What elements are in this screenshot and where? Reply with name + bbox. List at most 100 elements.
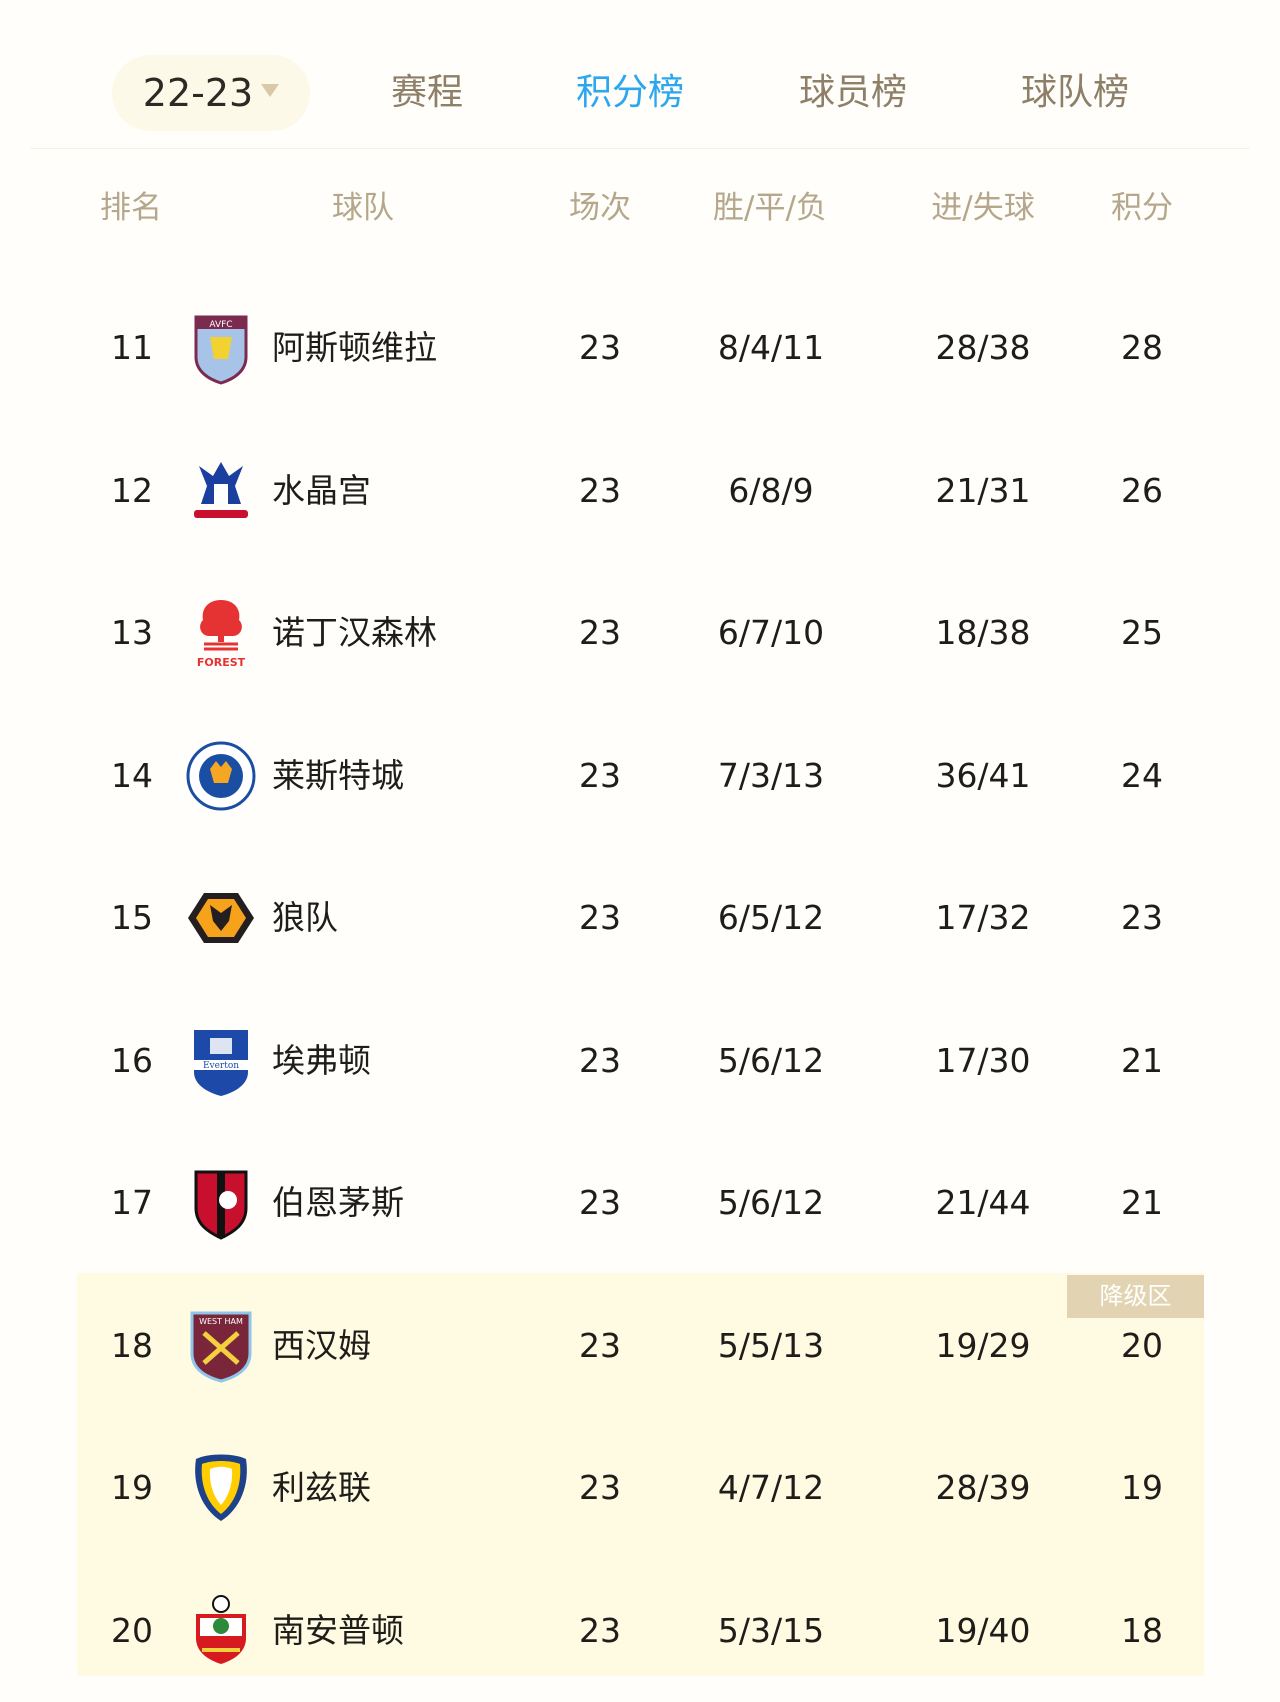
wdl: 5/6/12: [717, 1040, 825, 1080]
points: 24: [1121, 755, 1163, 795]
played: 23: [579, 1183, 621, 1222]
header-played: 场次: [569, 190, 631, 226]
played: 23: [579, 755, 621, 795]
played: 23: [579, 470, 621, 510]
team-name[interactable]: 阿斯顿维拉: [272, 328, 437, 367]
table-row[interactable]: 11 AVFC 阿斯顿维拉 23 8/4/11 28/38 28: [0, 277, 1280, 419]
goals: 21/44: [935, 1183, 1031, 1222]
played: 23: [579, 1468, 621, 1507]
played: 23: [579, 1040, 621, 1080]
played: 23: [579, 328, 621, 367]
wdl: 5/6/12: [717, 1183, 825, 1222]
relegation-badge: 降级区: [1067, 1275, 1204, 1318]
wdl: 4/7/12: [717, 1468, 825, 1507]
table-row[interactable]: 19 利兹联 23 4/7/12 28/39 19: [0, 1417, 1280, 1559]
played: 23: [579, 1325, 621, 1365]
rank: 12: [111, 470, 153, 510]
team-name[interactable]: 狼队: [272, 898, 338, 937]
wdl: 8/4/11: [717, 328, 825, 367]
played: 23: [579, 898, 621, 937]
points: 26: [1121, 470, 1163, 510]
divider: [30, 148, 1250, 149]
leicester-city-crest-icon: [186, 739, 256, 813]
rank: 15: [111, 898, 153, 937]
wdl: 5/3/15: [717, 1610, 825, 1650]
wolves-crest-icon: [186, 881, 256, 955]
wdl: 6/7/10: [717, 613, 825, 652]
caret-down-icon: [261, 83, 280, 97]
southampton-crest-icon: [186, 1594, 256, 1668]
rank: 16: [111, 1040, 153, 1080]
table-row[interactable]: 15 狼队 23 6/5/12 17/32 23: [0, 847, 1280, 989]
bournemouth-crest-icon: [186, 1166, 256, 1240]
played: 23: [579, 1610, 621, 1650]
rank: 11: [111, 328, 153, 367]
points: 19: [1121, 1468, 1163, 1507]
goals: 19/29: [935, 1325, 1031, 1365]
table-row[interactable]: 12 水晶宫 23 6/8/9 21/31 26: [0, 420, 1280, 562]
team-name[interactable]: 诺丁汉森林: [272, 613, 437, 652]
goals: 21/31: [935, 470, 1031, 510]
season-label: 22-23: [142, 71, 254, 115]
team-name[interactable]: 利兹联: [272, 1468, 371, 1507]
points: 21: [1121, 1183, 1163, 1222]
points: 23: [1121, 898, 1163, 937]
table-row[interactable]: 16 Everton 埃弗顿 23 5/6/12 17/30 21: [0, 990, 1280, 1132]
rank: 13: [111, 613, 153, 652]
leeds-united-crest-icon: [186, 1451, 256, 1525]
rank: 19: [111, 1468, 153, 1507]
goals: 28/39: [935, 1468, 1031, 1507]
team-name[interactable]: 埃弗顿: [272, 1040, 371, 1080]
tab-schedule[interactable]: 赛程: [390, 72, 464, 113]
table-row[interactable]: 20 南安普顿 23 5/3/15 19/40 18: [0, 1560, 1280, 1702]
team-name[interactable]: 莱斯特城: [272, 755, 404, 795]
goals: 17/32: [935, 898, 1031, 937]
points: 28: [1121, 328, 1163, 367]
goals: 18/38: [935, 613, 1031, 652]
relegation-zone: [77, 1273, 1204, 1676]
table-row[interactable]: 14 莱斯特城 23 7/3/13 36/41 24: [0, 705, 1280, 847]
team-name[interactable]: 水晶宫: [272, 470, 371, 510]
rank: 17: [111, 1183, 153, 1222]
header-team: 球队: [332, 190, 394, 226]
team-name[interactable]: 南安普顿: [272, 1610, 404, 1650]
goals: 36/41: [935, 755, 1031, 795]
header-points: 积分: [1111, 190, 1173, 226]
everton-crest-icon: Everton: [186, 1024, 256, 1098]
played: 23: [579, 613, 621, 652]
season-selector[interactable]: 22-23: [112, 55, 310, 131]
tab-players[interactable]: 球员榜: [798, 72, 908, 113]
goals: 19/40: [935, 1610, 1031, 1650]
goals: 28/38: [935, 328, 1031, 367]
table-row[interactable]: 17 伯恩茅斯 23 5/6/12 21/44 21: [0, 1132, 1280, 1274]
points: 18: [1121, 1610, 1163, 1650]
svg-text:FOREST: FOREST: [197, 656, 246, 669]
team-name[interactable]: 伯恩茅斯: [272, 1183, 404, 1222]
wdl: 6/5/12: [717, 898, 825, 937]
tab-teams[interactable]: 球队榜: [1020, 72, 1130, 113]
header-wdl: 胜/平/负: [713, 190, 827, 226]
nottingham-forest-crest-icon: FOREST: [186, 596, 256, 670]
rank: 14: [111, 755, 153, 795]
header-rank: 排名: [100, 190, 162, 226]
rank: 20: [111, 1610, 153, 1650]
aston-villa-crest-icon: AVFC: [186, 311, 256, 385]
points: 21: [1121, 1040, 1163, 1080]
goals: 17/30: [935, 1040, 1031, 1080]
team-name[interactable]: 西汉姆: [272, 1325, 371, 1365]
table-row[interactable]: 13 FOREST 诺丁汉森林 23 6/7/10 18/38 25: [0, 562, 1280, 704]
wdl: 6/8/9: [728, 470, 814, 510]
top-tabs: 22-23 赛程 积分榜 球员榜 球队榜: [0, 55, 1280, 131]
crystal-palace-crest-icon: [186, 454, 256, 528]
points: 25: [1121, 613, 1163, 652]
svg-text:AVFC: AVFC: [209, 320, 232, 330]
points: 20: [1121, 1325, 1163, 1365]
svg-text:WEST HAM: WEST HAM: [199, 1317, 243, 1326]
wdl: 5/5/13: [717, 1325, 825, 1365]
tab-standings[interactable]: 积分榜: [575, 72, 685, 113]
west-ham-crest-icon: WEST HAM: [186, 1309, 256, 1383]
wdl: 7/3/13: [717, 755, 825, 795]
header-goals: 进/失球: [931, 190, 1035, 226]
rank: 18: [111, 1325, 153, 1365]
table-row[interactable]: 18 WEST HAM 西汉姆 23 5/5/13 19/29 20: [0, 1275, 1280, 1417]
